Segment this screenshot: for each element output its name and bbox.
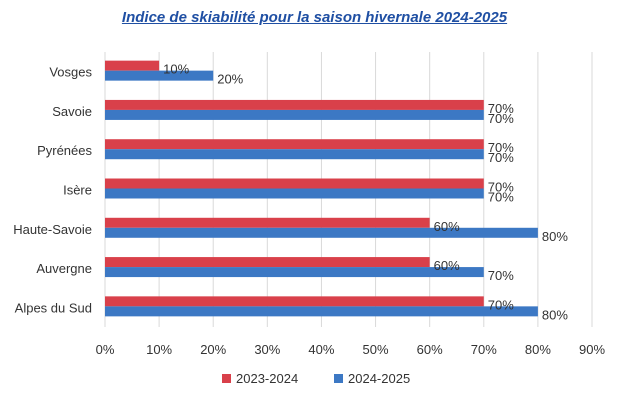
data-label: 70%	[488, 140, 514, 155]
data-label: 70%	[488, 190, 514, 205]
data-label: 10%	[163, 62, 189, 77]
bar	[105, 267, 484, 278]
bar	[105, 109, 484, 120]
data-label: 60%	[434, 258, 460, 273]
x-tick-label: 90%	[579, 342, 605, 357]
data-label: 70%	[488, 111, 514, 126]
bar	[105, 60, 160, 71]
bar	[105, 217, 430, 228]
bar	[105, 99, 484, 110]
category-label: Pyrénées	[37, 143, 92, 158]
category-label: Haute-Savoie	[13, 222, 92, 237]
legend: 2023-2024 2024-2025	[222, 371, 410, 386]
category-label: Alpes du Sud	[15, 300, 92, 315]
data-label: 70%	[488, 101, 514, 116]
legend-label: 2023-2024	[236, 371, 298, 386]
category-label: Auvergne	[36, 261, 92, 276]
data-label: 70%	[488, 150, 514, 165]
category-labels: Vosges Savoie Pyrénées Isère Haute-Savoie Auv…	[13, 65, 92, 316]
x-tick-label: 80%	[525, 342, 551, 357]
bar	[105, 139, 484, 150]
x-tick-label: 50%	[363, 342, 389, 357]
chart-title: Indice de skiabilité pour la saison hive…	[121, 9, 508, 26]
data-label: 60%	[434, 219, 460, 234]
bar	[105, 296, 484, 307]
data-label: 80%	[542, 307, 568, 322]
x-tick-label: 40%	[308, 342, 334, 357]
bar	[105, 178, 484, 189]
category-label: Savoie	[52, 104, 92, 119]
data-label: 20%	[217, 72, 243, 87]
x-tick-label: 30%	[254, 342, 280, 357]
x-tick-label: 10%	[146, 342, 172, 357]
legend-label: 2024-2025	[348, 371, 410, 386]
category-label: Vosges	[49, 65, 92, 80]
bar	[105, 306, 538, 317]
bar	[105, 188, 484, 199]
x-tick-label: 20%	[200, 342, 226, 357]
data-label: 80%	[542, 229, 568, 244]
legend-swatch	[222, 374, 231, 383]
legend-swatch	[334, 374, 343, 383]
x-tick-label: 60%	[417, 342, 443, 357]
bar	[105, 257, 430, 268]
bar	[105, 227, 538, 238]
category-label: Isère	[63, 183, 92, 198]
x-tick-label: 0%	[96, 342, 115, 357]
bars	[105, 60, 538, 317]
x-tick-label: 70%	[471, 342, 497, 357]
data-label: 70%	[488, 180, 514, 195]
data-label: 70%	[488, 297, 514, 312]
bar	[105, 149, 484, 160]
x-tick-labels: 0% 10% 20% 30% 40% 50% 60% 70% 80% 90%	[96, 342, 606, 357]
data-labels: 10%20%70%70%70%70%70%70%60%80%60%70%70%8…	[163, 62, 568, 323]
data-label: 70%	[488, 268, 514, 283]
bar	[105, 70, 214, 81]
